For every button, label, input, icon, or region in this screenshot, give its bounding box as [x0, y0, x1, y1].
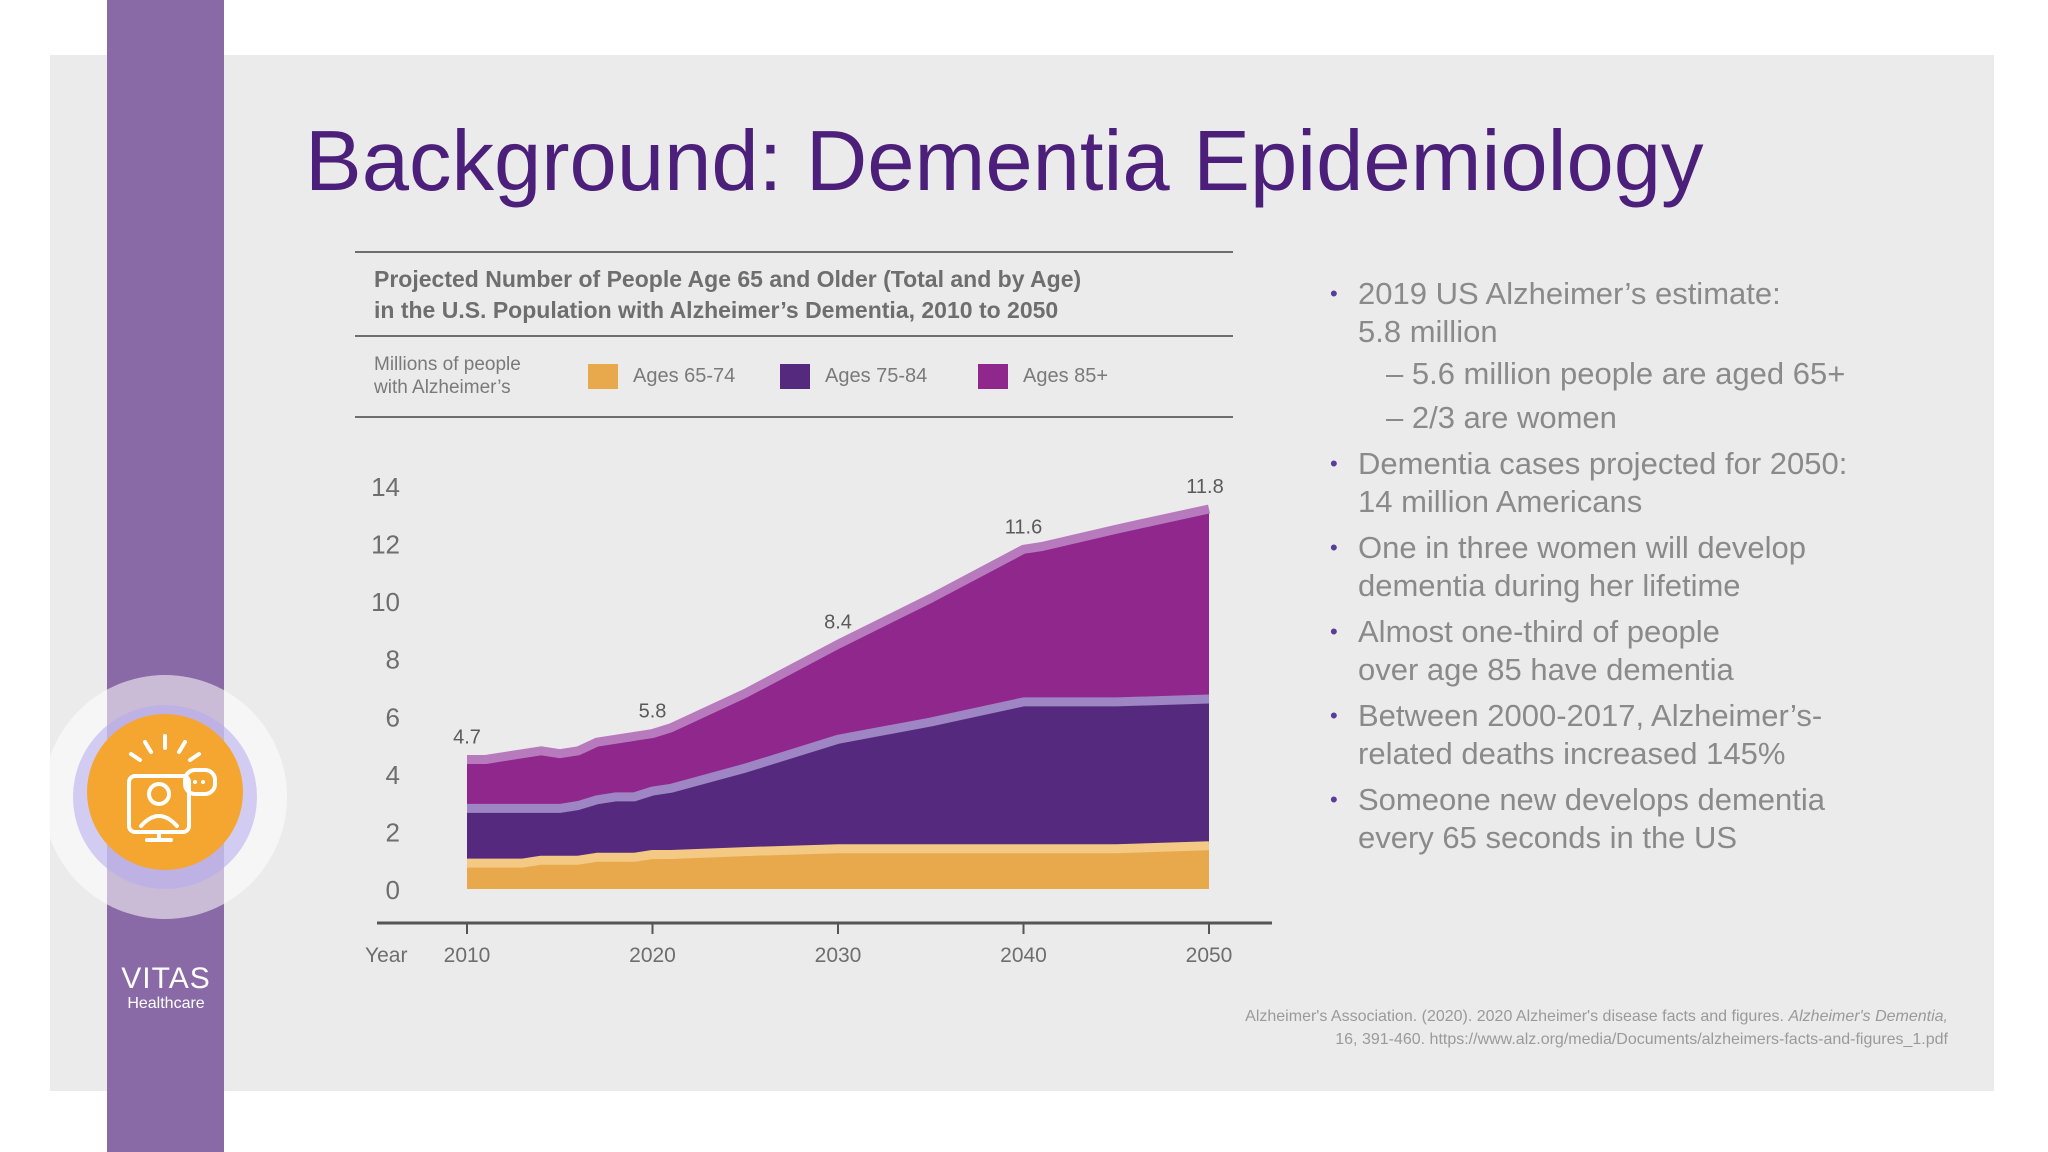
y-axis-label-line2: with Alzheimer’s	[373, 377, 511, 398]
bullet-text: over age 85 have dementia	[1358, 652, 1734, 687]
bullet-text: Dementia cases projected for 2050:	[1358, 446, 1848, 481]
bullet-dot: •	[1330, 703, 1338, 728]
citation: Alzheimer's Association. (2020). 2020 Al…	[1048, 1005, 1948, 1051]
bullet-subitem: – 2/3 are women	[1386, 400, 1617, 435]
bullet-text: Between 2000-2017, Alzheimer’s-	[1358, 698, 1823, 733]
x-axis: 2010 2020 2030 2040 2050 Year	[365, 921, 1272, 967]
bullet-item: • Almost one-third of people over age 85 h…	[1330, 613, 1950, 689]
brand-logo: VITAS Healthcare	[108, 963, 224, 1013]
data-label: 4.7	[453, 726, 481, 748]
chart-title-line1: Projected Number of People Age 65 and Ol…	[374, 266, 1081, 292]
bullet-text: Someone new develops dementia	[1358, 782, 1826, 817]
area-edge-band-1	[467, 841, 1210, 868]
legend-swatch-2	[780, 364, 810, 389]
side-stripe	[107, 0, 224, 1152]
y-tick-label: 10	[371, 587, 400, 617]
x-tick-label: 2020	[629, 944, 676, 967]
bullet-dot: •	[1330, 451, 1338, 476]
area-edge-band-2	[467, 694, 1210, 813]
data-labels: 4.7 5.8 8.4 11.6 11.8	[453, 476, 1224, 748]
legend-swatch-3	[978, 364, 1008, 389]
y-tick-label: 0	[386, 875, 400, 905]
legend-label-2: Ages 75-84	[825, 365, 927, 387]
brand-subtitle: Healthcare	[127, 995, 205, 1012]
citation-details: 16, 391-460. https://www.alz.org/media/D…	[1335, 1031, 1948, 1048]
bullet-subitem: – 5.6 million people are aged 65+	[1386, 356, 1846, 391]
brand-name: VITAS	[121, 962, 211, 995]
data-label: 11.8	[1186, 476, 1223, 498]
area-series-2	[467, 699, 1209, 864]
bullet-text: every 65 seconds in the US	[1358, 820, 1738, 855]
y-tick-label: 4	[386, 760, 400, 790]
bullet-dot: •	[1330, 619, 1338, 644]
area-layers	[467, 504, 1210, 889]
data-label: 8.4	[824, 611, 852, 633]
x-tick-label: 2030	[815, 944, 862, 967]
y-tick-label: 2	[386, 817, 400, 847]
area-series-3	[467, 509, 1209, 809]
y-ticks: 0 2 4 6 8 10 12 14	[371, 472, 400, 905]
legend-label-1: Ages 65-74	[633, 365, 735, 387]
bullet-dot: •	[1330, 535, 1338, 560]
y-tick-label: 14	[371, 472, 400, 502]
bullet-text: Almost one-third of people	[1358, 614, 1720, 649]
legend-swatch-1	[588, 364, 618, 389]
data-label: 5.8	[639, 701, 667, 723]
bullet-list: • 2019 US Alzheimer’s estimate: 5.8 millio…	[1330, 275, 1950, 865]
person-at-monitor-icon	[127, 734, 217, 842]
y-tick-label: 8	[386, 645, 400, 675]
bullet-text: 2019 US Alzheimer’s estimate:	[1358, 276, 1781, 311]
chart-title-line2: in the U.S. Population with Alzheimer’s …	[374, 297, 1058, 323]
bullet-dot: •	[1330, 787, 1338, 812]
x-tick-label: 2010	[444, 944, 491, 967]
citation-text: Alzheimer's Association. (2020). 2020 Al…	[1245, 1008, 1789, 1025]
citation-journal: Alzheimer's Dementia,	[1788, 1008, 1948, 1025]
bullet-text: related deaths increased 145%	[1358, 736, 1786, 771]
bullet-text: dementia during her lifetime	[1358, 568, 1741, 603]
bullet-item: • 2019 US Alzheimer’s estimate: 5.8 millio…	[1330, 275, 1950, 437]
bullet-dot: •	[1330, 281, 1338, 306]
x-tick-label: 2040	[1000, 944, 1047, 967]
data-label: 11.6	[1005, 516, 1042, 538]
bullet-item: • One in three women will develop dementia…	[1330, 529, 1950, 605]
x-tick-label: 2050	[1186, 944, 1233, 967]
bullet-text: 14 million Americans	[1358, 484, 1643, 519]
bullet-text: 5.8 million	[1358, 314, 1498, 349]
bullet-text: One in three women will develop	[1358, 530, 1807, 565]
bullet-item: • Dementia cases projected for 2050: 14 mi…	[1330, 445, 1950, 521]
bullet-item: • Between 2000-2017, Alzheimer’s-related …	[1330, 697, 1950, 773]
y-tick-label: 6	[386, 702, 400, 732]
x-axis-label: Year	[365, 944, 407, 967]
bullet-item: • Someone new develops dementia every 65 s…	[1330, 781, 1950, 857]
legend: Ages 65-74 Ages 75-84 Ages 85+	[588, 364, 1108, 389]
area-edge-band-3	[467, 504, 1210, 764]
y-axis-label-line1: Millions of people	[374, 354, 521, 375]
y-tick-label: 12	[371, 530, 400, 560]
page-title: Background: Dementia Epidemiology	[305, 114, 1704, 209]
legend-label-3: Ages 85+	[1023, 365, 1108, 387]
